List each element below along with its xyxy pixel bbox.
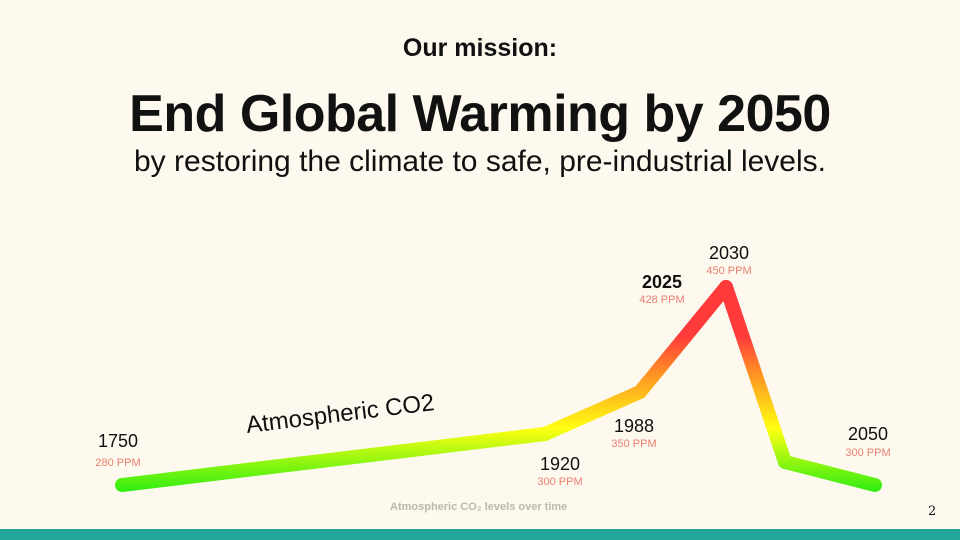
page-subtitle: by restoring the climate to safe, pre-in… bbox=[134, 145, 826, 178]
line-segment bbox=[719, 280, 792, 469]
year-label: 1988 bbox=[613, 416, 655, 436]
year-label: 2050 bbox=[847, 424, 889, 444]
year-label: 2030 bbox=[708, 243, 750, 263]
ppm-label: 280 PPM bbox=[95, 457, 141, 469]
line-segment bbox=[538, 385, 647, 441]
year-label: 1920 bbox=[539, 454, 581, 474]
line-segment bbox=[633, 280, 733, 399]
ppm-label: 350 PPM bbox=[611, 438, 657, 450]
line-segment bbox=[115, 427, 552, 492]
year-label: 2025 bbox=[641, 272, 683, 292]
ppm-label: 300 PPM bbox=[537, 476, 583, 488]
year-label: 1750 bbox=[97, 431, 139, 451]
page-title: End Global Warming by 2050 bbox=[129, 85, 831, 143]
ppm-label: 450 PPM bbox=[706, 265, 752, 277]
chart-caption: Atmospheric CO₂ levels over time bbox=[390, 501, 568, 513]
ppm-label: 428 PPM bbox=[639, 294, 685, 306]
mission-kicker: Our mission: bbox=[402, 34, 558, 62]
ppm-label: 300 PPM bbox=[845, 447, 891, 459]
page-number: 2 bbox=[928, 504, 937, 519]
line-segment bbox=[778, 455, 882, 492]
footer-bar bbox=[0, 529, 960, 540]
